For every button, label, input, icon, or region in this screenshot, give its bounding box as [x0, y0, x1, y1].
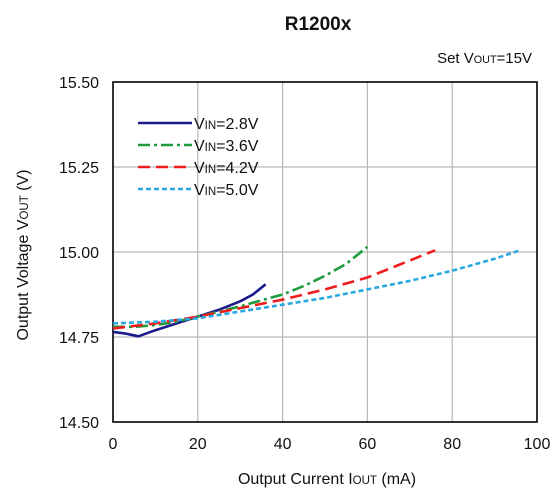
legend-label: VIN=2.8V	[194, 116, 259, 133]
x-axis-label: Output Current IOUT (mA)	[238, 471, 416, 488]
x-tick-label: 0	[109, 436, 118, 453]
y-tick-label: 14.50	[59, 415, 99, 432]
chart-subtitle: Set VOUT=15V	[437, 50, 532, 67]
x-tick-label: 60	[359, 436, 377, 453]
legend-label: VIN=3.6V	[194, 138, 259, 155]
chart-title: R1200x	[285, 14, 352, 35]
y-tick-label: 15.50	[59, 75, 99, 92]
grid	[113, 82, 537, 422]
x-tick-label: 20	[189, 436, 207, 453]
legend-label: VIN=5.0V	[194, 182, 259, 199]
x-tick-label: 100	[524, 436, 551, 453]
x-tick-label: 40	[274, 436, 292, 453]
axis-ticks: 0 20 40 60 80 100 14.50 14.75 15.00 15.25 15.50	[59, 75, 550, 453]
y-tick-label: 15.25	[59, 160, 99, 177]
y-axis-label: Output Voltage VOUT (V)	[15, 169, 32, 340]
y-tick-label: 15.00	[59, 245, 99, 262]
series-line-2	[113, 245, 369, 329]
series-line-4	[112, 249, 521, 325]
series-line-3	[112, 249, 436, 330]
series-lines	[112, 245, 521, 338]
legend: VIN=2.8V VIN=3.6V VIN=4.2V VIN=5.0V	[138, 116, 259, 199]
legend-label: VIN=4.2V	[194, 160, 259, 177]
plot-frame	[112, 81, 538, 423]
y-tick-label: 14.75	[59, 330, 99, 347]
x-tick-label: 80	[443, 436, 461, 453]
